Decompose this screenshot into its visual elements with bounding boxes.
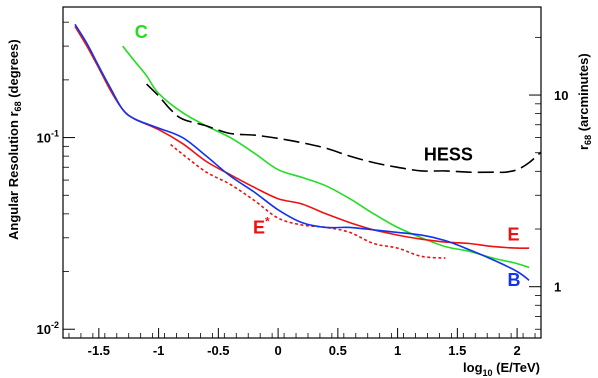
series-label-c: C [135,22,148,42]
x-tick-label: 0.5 [329,343,347,358]
series-line-b [74,23,530,281]
x-tick-label: 1 [394,343,401,358]
series-line-e [74,26,530,250]
y2-axis-title: r68 (arcminutes) [576,53,593,150]
series-label-hess: HESS [424,144,473,164]
x-tick-label: -1 [153,343,165,358]
x-tick-label: 2 [513,343,520,358]
series-line-c [122,45,530,269]
x-tick-label: 1.5 [448,343,466,358]
x-tick-label: 0 [274,343,281,358]
series-line-e-star [170,143,446,259]
x-axis-title: log10 (E/TeV) [463,360,540,378]
x-axis-ticks: -1.5 -1 -0.5 0 0.5 1 1.5 2 [68,328,536,358]
series-label-e-star: E* [253,215,270,238]
plot-frame [62,6,542,339]
y2-tick-label: 10 [554,88,568,103]
y-tick-label: 10-2 [37,320,59,337]
series-label-e: E [508,225,520,245]
y-axis-ticks: 10-2 10-1 [37,21,75,339]
x-tick-label: -1.5 [88,343,110,358]
y-axis-title: Angular Resolution r68 (degrees) [6,39,23,240]
y2-tick-label: 1 [554,280,561,295]
x-tick-label: -0.5 [207,343,229,358]
series-labels: C HESS E E* B [135,22,521,290]
series-lines [74,23,542,281]
y2-axis-ticks: 1 10 [529,36,568,330]
series-line-hess [146,83,542,174]
y-tick-label: 10-1 [37,129,59,146]
series-label-b: B [508,270,521,290]
